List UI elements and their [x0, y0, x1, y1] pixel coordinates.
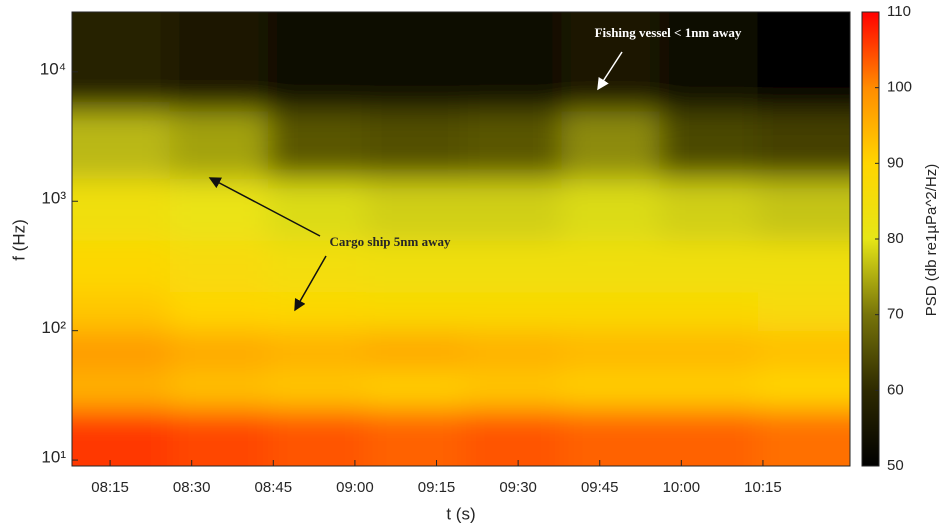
- x-tick-label: 08:30: [173, 479, 211, 496]
- colorbar-tick-label: 60: [887, 381, 904, 398]
- heat-cell: [268, 292, 366, 331]
- heat-cell: [170, 240, 268, 292]
- heat-cell: [366, 370, 464, 409]
- colorbar-tick-label: 110: [887, 3, 911, 20]
- heat-cell: [562, 240, 660, 292]
- heat-cell: [170, 0, 268, 111]
- heat-cell: [268, 111, 366, 179]
- heat-cell: [562, 111, 660, 179]
- colorbar-tick-label: 90: [887, 154, 904, 171]
- colorbar-tick-label: 100: [887, 79, 912, 96]
- x-axis-label: t (s): [446, 504, 475, 523]
- heat-cell: [660, 111, 758, 179]
- y-tick-label: 10¹: [41, 448, 66, 467]
- heat-cell: [170, 292, 268, 331]
- colorbar-tick-label: 70: [887, 306, 904, 323]
- heat-cell: [464, 331, 562, 370]
- heat-cell: [268, 178, 366, 240]
- heat-cell: [366, 292, 464, 331]
- y-tick-label: 10²: [41, 318, 66, 337]
- colorbar-tick-label: 50: [887, 457, 904, 474]
- colorbar-tick-label: 80: [887, 230, 904, 247]
- heat-cell: [268, 331, 366, 370]
- heat-cell: [562, 0, 660, 111]
- heat-cell: [660, 331, 758, 370]
- heat-cell: [366, 178, 464, 240]
- heat-cell: [30, 370, 170, 409]
- colorbar-label: PSD (db re1µPa^2/Hz): [923, 164, 940, 316]
- heat-cell: [464, 111, 562, 179]
- heat-cell: [170, 331, 268, 370]
- x-tick-label: 09:00: [336, 479, 374, 496]
- heat-cell: [464, 370, 562, 409]
- x-tick-label: 08:15: [91, 479, 129, 496]
- heat-cell: [30, 240, 170, 292]
- heat-cell: [268, 370, 366, 409]
- heat-cell: [660, 240, 758, 292]
- heat-cell: [660, 292, 758, 331]
- heat-cell: [464, 240, 562, 292]
- heat-cell: [170, 111, 268, 179]
- heat-cell: [170, 370, 268, 409]
- heat-cell: [366, 331, 464, 370]
- heat-cell: [562, 292, 660, 331]
- heatmap-cells: [30, 0, 893, 509]
- heat-cell: [30, 111, 170, 179]
- heat-cell: [660, 178, 758, 240]
- x-tick-label: 09:15: [418, 479, 456, 496]
- y-axis-label: f (Hz): [9, 219, 28, 261]
- annotation: Fishing vessel < 1nm away: [595, 25, 742, 40]
- heat-cell: [464, 0, 562, 111]
- x-tick-label: 09:45: [581, 479, 619, 496]
- y-tick-label: 10³: [41, 189, 66, 208]
- x-tick-label: 08:45: [255, 479, 293, 496]
- heatmap: [30, 0, 893, 509]
- heat-cell: [660, 0, 758, 111]
- heat-cell: [366, 0, 464, 111]
- x-tick-label: 10:15: [744, 479, 782, 496]
- x-tick-label: 09:30: [499, 479, 537, 496]
- heat-cell: [562, 331, 660, 370]
- heat-cell: [366, 111, 464, 179]
- annotation: Cargo ship 5nm away: [330, 234, 451, 249]
- heat-cell: [464, 292, 562, 331]
- heat-cell: [464, 178, 562, 240]
- heat-cell: [562, 370, 660, 409]
- heat-cell: [268, 0, 366, 111]
- heat-cell: [660, 370, 758, 409]
- heat-cell: [562, 178, 660, 240]
- heat-cell: [30, 0, 170, 111]
- y-tick-label: 10⁴: [40, 59, 66, 78]
- x-tick-label: 10:00: [663, 479, 701, 496]
- heat-cell: [170, 178, 268, 240]
